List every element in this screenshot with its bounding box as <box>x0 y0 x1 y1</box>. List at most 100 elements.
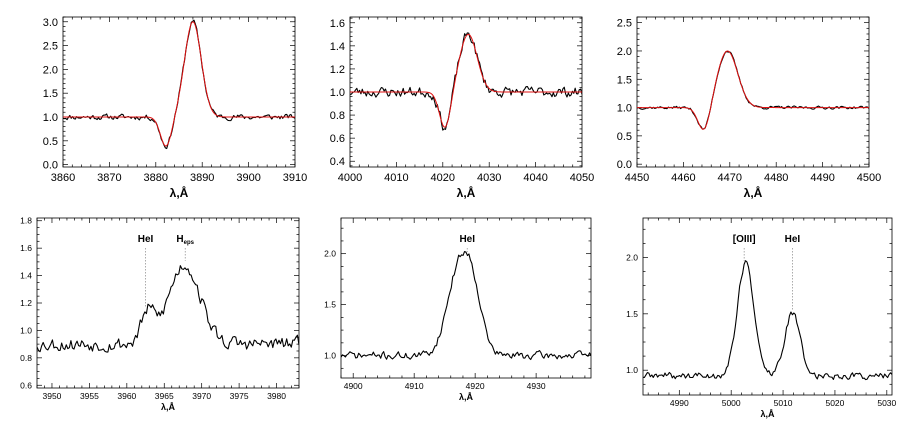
x-tick-label: 3900 <box>236 172 260 184</box>
y-tick-label: 0.0 <box>43 160 58 172</box>
y-tick-label: 1.2 <box>330 64 345 76</box>
observed-spectrum-line <box>637 51 869 130</box>
y-tick-label: 1.0 <box>617 103 632 115</box>
y-tick-label: 0.5 <box>617 131 632 143</box>
y-tick-label: 1.0 <box>324 351 336 361</box>
x-tick-label: 3955 <box>80 391 99 401</box>
x-tick-label: 3960 <box>117 391 136 401</box>
panel-top-right: 4450 4460 4470 4480 4490 4500 0.0 0.5 1.0 1.5 2.0 2… <box>617 16 881 200</box>
x-tick-label: 4990 <box>670 398 689 408</box>
x-tick-label: 5010 <box>774 398 793 408</box>
x-tick-label: 4480 <box>764 172 788 184</box>
panel-top-left: 3860 3870 3880 3890 3900 3910 0.0 0.5 1.0 1.5 2.0 2… <box>43 16 307 200</box>
x-tick-label: 4000 <box>338 172 362 184</box>
model-fit-line <box>637 50 869 130</box>
x-tick-label: 4450 <box>625 172 649 184</box>
x-axis-label: λ,Å <box>459 392 474 402</box>
x-tick-label: 4920 <box>466 381 485 391</box>
y-tick-label: 2.0 <box>43 64 58 76</box>
x-tick-label: 4930 <box>527 381 546 391</box>
y-tick-label: 1.6 <box>330 18 345 30</box>
x-tick-label: 4910 <box>405 381 424 391</box>
y-tick-label: 0.0 <box>617 159 632 171</box>
x-tick-label: 4050 <box>570 172 594 184</box>
x-tick-label: 5020 <box>825 398 844 408</box>
line-id-label: HeI <box>785 234 801 245</box>
x-tick-label: 3890 <box>190 172 214 184</box>
y-tick-label: 0.6 <box>20 380 32 390</box>
y-tick-label: 2.5 <box>617 18 632 30</box>
panel-top-middle: 4000 4010 4020 4030 4040 4050 0.4 0.6 0.8 1.0 1.2 1… <box>330 16 594 200</box>
y-tick-label: 1.4 <box>330 41 345 53</box>
data-layer <box>643 260 892 381</box>
y-tick-label: 1.4 <box>20 271 32 281</box>
x-tick-label: 3975 <box>230 391 249 401</box>
y-tick-label: 1.0 <box>20 325 32 335</box>
observed-spectrum-line <box>37 265 299 353</box>
model-fit-line <box>63 21 295 147</box>
y-tick-label: 1.2 <box>20 298 32 308</box>
x-tick-label: 4500 <box>857 172 881 184</box>
observed-spectrum-line <box>643 260 892 381</box>
data-layer <box>341 251 591 361</box>
data-layer <box>637 50 869 130</box>
x-tick-label: 4490 <box>810 172 834 184</box>
y-tick-label: 0.5 <box>43 136 58 148</box>
y-tick-label: 2.0 <box>324 249 336 259</box>
x-axis-label: λ,Å <box>744 185 763 200</box>
line-id-subscript: eps <box>184 240 195 246</box>
plot-frame <box>642 217 893 396</box>
y-tick-label: 0.8 <box>20 353 32 363</box>
line-id-label: HeI <box>138 234 154 245</box>
line-id-label: [OIII] <box>733 234 756 245</box>
line-id-label: Heps <box>176 234 194 246</box>
line-id-label: HeI <box>459 234 475 245</box>
y-tick-label: 0.4 <box>330 156 345 168</box>
x-tick-label: 3980 <box>267 391 286 401</box>
y-tick-label: 2.0 <box>626 252 638 262</box>
y-tick-label: 1.0 <box>330 87 345 99</box>
data-layer <box>37 265 299 353</box>
y-tick-label: 0.6 <box>330 133 345 145</box>
y-tick-label: 1.0 <box>626 365 638 375</box>
x-axis-label: λ,Å <box>457 185 476 200</box>
panel-bottom-left: 3950 3955 3960 3965 3970 3975 3980 0.6 0.8 1.0 1.2… <box>20 216 300 412</box>
y-tick-label: 1.6 <box>20 243 32 253</box>
y-tick-label: 1.5 <box>617 74 632 86</box>
x-tick-label: 3880 <box>144 172 168 184</box>
x-tick-label: 3965 <box>155 391 174 401</box>
x-tick-label: 4900 <box>344 381 363 391</box>
x-tick-label: 4460 <box>671 172 695 184</box>
plot-frame <box>36 217 300 389</box>
panel-bottom-middle: 4900 4910 4920 4930 1.0 1.5 2.0 λ,Å HeI <box>324 217 592 402</box>
observed-spectrum-line <box>63 19 295 150</box>
x-tick-label: 4020 <box>431 172 455 184</box>
plot-frame <box>636 16 870 168</box>
x-tick-label: 4030 <box>477 172 501 184</box>
y-tick-label: 0.8 <box>330 110 345 122</box>
x-tick-label: 5030 <box>877 398 896 408</box>
x-tick-label: 4040 <box>523 172 547 184</box>
x-tick-label: 3910 <box>283 172 307 184</box>
data-layer <box>63 19 295 150</box>
y-tick-label: 1.8 <box>20 216 32 226</box>
y-tick-label: 1.5 <box>43 88 58 100</box>
x-axis-label: λ,Å <box>170 185 189 200</box>
x-tick-label: 4470 <box>718 172 742 184</box>
x-tick-label: 5000 <box>722 398 741 408</box>
x-tick-label: 3860 <box>51 172 75 184</box>
model-fit-line <box>350 33 582 128</box>
x-tick-label: 3870 <box>97 172 121 184</box>
y-tick-label: 1.5 <box>626 309 638 319</box>
y-tick-label: 2.0 <box>617 46 632 58</box>
observed-spectrum-line <box>350 32 582 131</box>
x-tick-label: 3970 <box>192 391 211 401</box>
x-axis-label: λ,Å <box>161 402 176 412</box>
y-tick-label: 1.0 <box>43 112 58 124</box>
plot-frame <box>62 16 296 168</box>
observed-spectrum-line <box>341 251 591 361</box>
x-tick-label: 3950 <box>43 391 62 401</box>
panel-bottom-right: 4990 5000 5010 5020 5030 1.0 1.5 2.0 λ,Å [OIII] He… <box>626 217 897 419</box>
y-tick-label: 2.5 <box>43 41 58 53</box>
